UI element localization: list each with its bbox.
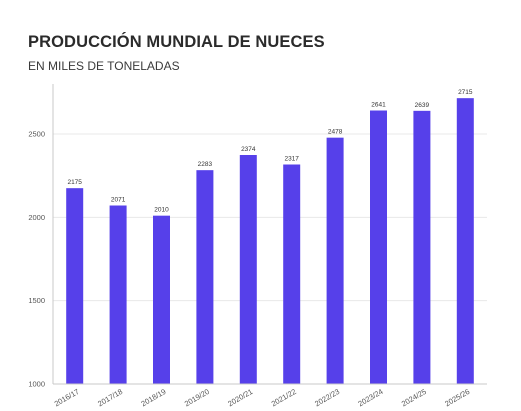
data-label: 2317: [284, 156, 299, 163]
bar: [283, 164, 301, 384]
x-tick-label: 2021/22: [270, 387, 298, 408]
data-label: 2283: [198, 161, 213, 168]
chart-subtitle: EN MILES DE TONELADAS: [28, 59, 180, 73]
data-labels: 2175 2071 2010 2283 2374 2317 2478 2641 2639 2715: [67, 89, 472, 214]
data-label: 2478: [328, 129, 343, 136]
x-tick-label: 2020/21: [226, 387, 254, 408]
y-tick-label: 1500: [28, 296, 45, 305]
x-axis: 2016/17 2017/18 2018/19 2019/20 2020/21 2021/…: [53, 383, 487, 408]
x-tick-label: 2022/23: [313, 387, 341, 408]
data-label: 2175: [67, 179, 82, 186]
bar: [370, 110, 387, 384]
x-tick-label: 2025/26: [443, 387, 471, 408]
bar: [456, 98, 474, 385]
bar: [196, 170, 214, 384]
data-label: 2639: [415, 102, 430, 109]
y-axis: 1000 1500 2000 2500: [28, 84, 54, 389]
bar: [326, 137, 344, 384]
data-label: 2374: [241, 146, 256, 153]
data-label: 2715: [458, 89, 473, 96]
bars: [66, 98, 474, 385]
y-tick-label: 1000: [28, 380, 45, 389]
y-tick-label: 2500: [28, 130, 45, 139]
chart-title: PRODUCCIÓN MUNDIAL DE NUECES: [28, 33, 325, 51]
x-tick-label: 2018/19: [140, 387, 168, 408]
data-label: 2641: [371, 102, 386, 109]
x-tick-label: 2017/18: [96, 387, 124, 408]
data-label: 2071: [111, 197, 126, 204]
x-tick-label: 2024/25: [400, 387, 428, 408]
x-tick-label: 2016/17: [53, 387, 81, 408]
bar: [109, 205, 127, 384]
x-tick-label: 2023/24: [357, 387, 385, 408]
bar: [153, 215, 170, 384]
bar: [66, 188, 84, 384]
bar: [239, 155, 257, 384]
x-tick-label: 2019/20: [183, 387, 211, 408]
data-label: 2010: [154, 207, 169, 214]
bar: [413, 110, 431, 384]
y-tick-label: 2000: [28, 213, 45, 222]
